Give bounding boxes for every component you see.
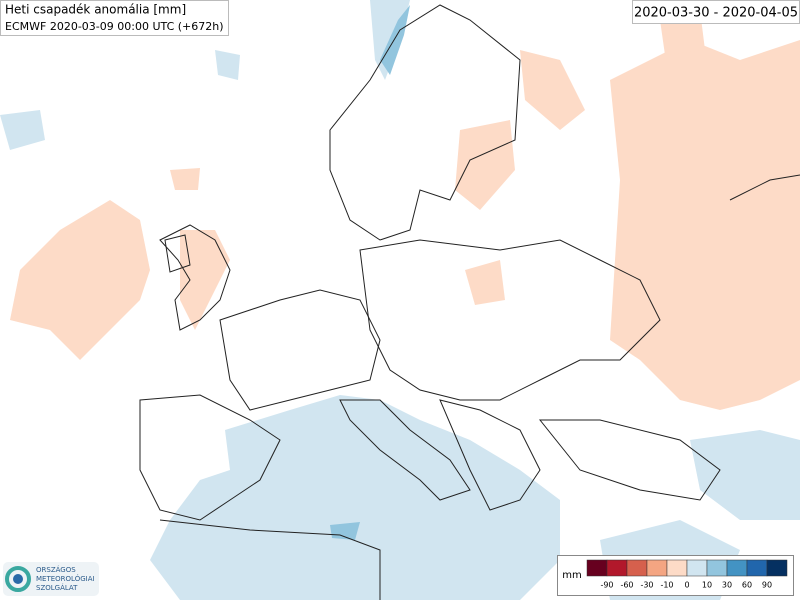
atlantic-area [215, 50, 240, 80]
logo-icon [5, 566, 31, 592]
legend-tick-label: 90 [762, 581, 772, 590]
subtitle: ECMWF 2020-03-09 00:00 UTC (+672h) [5, 20, 224, 33]
header-frame [0, 0, 229, 36]
atlantic-area [170, 168, 200, 190]
legend-tick-label: -90 [600, 581, 613, 590]
legend-swatch [686, 559, 708, 577]
legend-unit: mm [562, 570, 581, 581]
legend: mm -90 -60 -30 -10 0 10 30 60 90 [557, 555, 794, 596]
legend-tick-label: -30 [640, 581, 653, 590]
italy [339, 399, 471, 501]
legend-swatch [666, 559, 688, 577]
mediterranean-area [150, 395, 560, 600]
logo-text: METEOROLÓGIAI [36, 574, 95, 583]
atlantic-area [0, 110, 45, 150]
scandinavia [329, 4, 521, 241]
legend-tick-label: 60 [742, 581, 752, 590]
period-box: 2020-03-30 - 2020-04-05 [632, 0, 800, 24]
legend-tick-label: 30 [722, 581, 732, 590]
central-europe [359, 239, 661, 401]
header-box: Heti csapadék anomália [mm] ECMWF 2020-0… [0, 0, 229, 36]
britain-area [180, 230, 230, 330]
france [219, 289, 381, 411]
borders [139, 4, 800, 600]
anomaly-strong [330, 5, 410, 540]
norway-core [380, 5, 410, 75]
legend-swatch [746, 559, 768, 577]
baltic-area [455, 120, 515, 210]
russia-area [520, 50, 585, 130]
legend-swatch [726, 559, 748, 577]
title: Heti csapadék anomália [mm] [5, 3, 186, 17]
period: 2020-03-30 - 2020-04-05 [634, 6, 798, 21]
legend-swatch [626, 559, 648, 577]
legend-swatch [706, 559, 728, 577]
ireland [164, 234, 191, 273]
anomaly-negative [10, 10, 800, 410]
legend-swatch [646, 559, 668, 577]
logo-icon [13, 574, 23, 584]
russia-area [610, 40, 800, 410]
poland-area [465, 260, 505, 305]
sardinia-core [330, 522, 360, 540]
logo-text: ORSZÁGOS [36, 565, 76, 574]
logo: ORSZÁGOS METEOROLÓGIAI SZOLGÁLAT [3, 562, 99, 596]
balkans [439, 399, 541, 511]
great-britain [159, 224, 231, 331]
east-area [690, 430, 800, 520]
logo-text: SZOLGÁLAT [36, 583, 78, 592]
legend-tick-label: -10 [660, 581, 673, 590]
legend-tick-label: 10 [702, 581, 712, 590]
caspian-coast [729, 174, 800, 201]
turkey [538, 419, 721, 501]
legend-tick-label: 0 [684, 581, 689, 590]
atlantic-area [10, 200, 150, 360]
legend-swatch [586, 559, 608, 577]
legend-tick-label: -60 [620, 581, 633, 590]
legend-swatch [606, 559, 628, 577]
iberia [139, 394, 281, 521]
north-africa [159, 519, 381, 600]
legend-swatch [766, 559, 788, 577]
